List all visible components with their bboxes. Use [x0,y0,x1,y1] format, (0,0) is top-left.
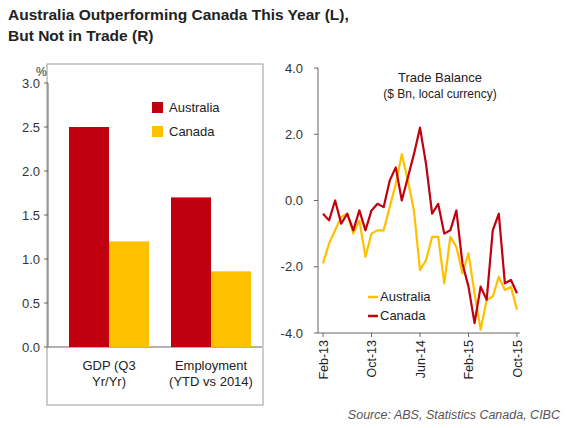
chart-subtitle: ($ Bn, local currency) [383,87,496,101]
text-line: Employment [175,358,248,373]
legend-swatch [368,296,378,299]
line [323,154,517,330]
x-tick-label: Feb-15 [462,340,476,380]
y-tick-label: 4.0 [285,61,303,76]
x-tick-label: Oct-15 [511,340,525,378]
y-tick [44,215,48,216]
title: But Not in Trade (R) [8,27,154,44]
y-tick-label: 3.0 [22,76,40,91]
y-tick-label: -4.0 [281,326,303,341]
bar [69,127,109,347]
y-tick [44,259,48,260]
y-tick-label: 0.0 [22,340,40,355]
y-tick [314,333,318,334]
y-tick-label: 2.0 [22,164,40,179]
background [0,0,566,428]
x-tick-label: Oct-13 [365,340,379,378]
line [323,128,517,323]
legend-label: Canada [169,124,215,139]
legend-label: Canada [380,308,426,323]
text-line: Yr/Yr) [92,374,126,389]
text-line: (YTD vs 2014) [169,374,253,389]
x-tick [371,333,372,337]
bar [211,271,251,347]
y-tick-label: 0.5 [22,296,40,311]
x-tick-label: GDP (Q3Yr/Yr) [82,358,135,389]
chart-title: Trade Balance [398,70,482,85]
bars [69,127,251,347]
legend-swatch [152,102,163,113]
y-tick-label: 2.5 [22,120,40,135]
legend-swatch [368,315,378,318]
x-tick-label: Feb-13 [317,340,331,380]
y-tick [44,171,48,172]
legend-swatch [152,126,163,137]
y-tick [314,266,318,267]
y-tick-label: 0.0 [285,193,303,208]
y-tick [44,83,48,84]
x-tick-label: Jun-14 [414,340,428,378]
bar-chart: %0.00.51.01.52.02.53.0GDP (Q3Yr/Yr)Emplo… [22,64,263,405]
line-chart: Trade Balance ($ Bn, local currency) -4.0 -… [281,61,525,380]
y-tick-label: 1.5 [22,208,40,223]
x-tick [468,333,469,337]
x-axis [318,333,520,334]
bar [171,197,211,347]
y-tick-label: 2.0 [285,127,303,142]
bar [109,241,149,347]
x-tick [420,333,421,337]
legend-label: Australia [169,100,220,115]
y-tick [314,134,318,135]
source: Source: ABS, Statistics Canada, CIBC [348,408,561,422]
x-tick [517,333,518,337]
figure: Australia Outperforming Canada This Year… [0,0,566,428]
y-tick-label: 1.0 [22,252,40,267]
y-tick [44,303,48,304]
lines [323,128,517,330]
x-tick-label: Employment(YTD vs 2014) [169,358,253,389]
title: Australia Outperforming Canada This Year… [8,6,349,23]
x-tick [323,333,324,337]
y-tick-label: -2.0 [281,259,303,274]
text-line: GDP (Q3 [82,358,135,373]
y-tick [314,200,318,201]
panel-frame [47,64,263,405]
y-tick [314,68,318,69]
y-tick [44,127,48,128]
legend-label: Australia [380,289,431,304]
y-tick [44,347,48,348]
